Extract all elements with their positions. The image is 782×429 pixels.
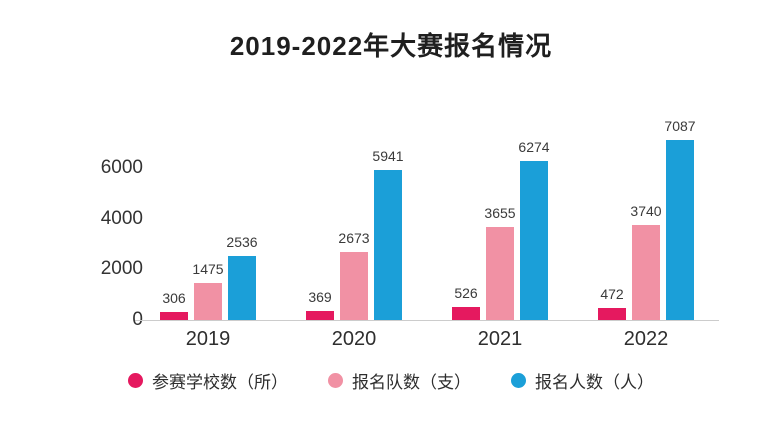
plot-area: 306 1475 2536 2019 369 2673 5941 2020 526 3655 627… — [135, 118, 719, 350]
x-axis-label: 2020 — [331, 328, 377, 350]
bar-2021-series2: 6274 — [518, 139, 550, 320]
legend-label: 参赛学校数（所） — [152, 373, 288, 392]
bar-value-label: 2536 — [226, 233, 258, 250]
x-axis-label: 2022 — [623, 328, 669, 350]
y-axis-tick: 2000 — [100, 258, 143, 280]
bar-2019-series2: 2536 — [226, 234, 258, 320]
bar-2019-series1: 1475 — [192, 261, 224, 320]
bar-value-label: 5941 — [372, 147, 404, 164]
chart-title: 2019-2022年大赛报名情况 — [229, 31, 553, 61]
legend-item-series1[interactable]: 报名队数（支） — [328, 368, 471, 393]
bar-value-label: 369 — [308, 288, 332, 305]
bar-group-2020: 369 2673 5941 2020 — [281, 130, 427, 350]
legend-marker-icon — [128, 373, 143, 388]
bar-group-2019: 306 1475 2536 2019 — [135, 130, 281, 350]
bar-2022-series0: 472 — [598, 286, 626, 320]
bar-2021-series0: 526 — [452, 285, 480, 320]
legend: 参赛学校数（所） 报名队数（支） 报名人数（人） — [0, 368, 782, 393]
bar-2022-series2: 7087 — [664, 118, 696, 320]
bar-2020-series2: 5941 — [372, 148, 404, 320]
bar-value-label: 1475 — [192, 260, 224, 277]
x-axis-label: 2021 — [477, 328, 523, 350]
bar-value-label: 2673 — [338, 230, 370, 247]
legend-marker-icon — [511, 373, 526, 388]
y-axis-tick: 4000 — [100, 207, 143, 229]
bar-2020-series1: 2673 — [338, 230, 370, 320]
bar-value-label: 472 — [600, 286, 624, 303]
y-axis-tick: 6000 — [100, 157, 143, 178]
bar-group-2022: 472 3740 7087 2022 — [573, 118, 719, 350]
legend-label: 报名人数（人） — [535, 373, 654, 392]
bar-group-2021: 526 3655 6274 2021 — [427, 130, 573, 350]
bar-value-label: 3740 — [630, 203, 662, 220]
legend-marker-icon — [328, 373, 343, 388]
bar-value-label: 526 — [454, 284, 478, 301]
bar-value-label: 7087 — [664, 118, 696, 135]
bar-2020-series0: 369 — [306, 289, 334, 320]
bar-value-label: 306 — [162, 290, 186, 307]
bar-2022-series1: 3740 — [630, 203, 662, 320]
legend-item-series2[interactable]: 报名人数（人） — [511, 368, 654, 393]
legend-item-series0[interactable]: 参赛学校数（所） — [128, 368, 288, 393]
bar-2019-series0: 306 — [160, 290, 188, 320]
x-axis-label: 2019 — [185, 328, 231, 350]
bar-value-label: 6274 — [518, 139, 550, 156]
legend-label: 报名队数（支） — [352, 373, 471, 392]
bar-value-label: 3655 — [484, 205, 516, 222]
bar-2021-series1: 3655 — [484, 205, 516, 320]
y-axis-tick: 0 — [132, 309, 143, 330]
y-axis: 0 2000 4000 6000 — [0, 0, 150, 429]
